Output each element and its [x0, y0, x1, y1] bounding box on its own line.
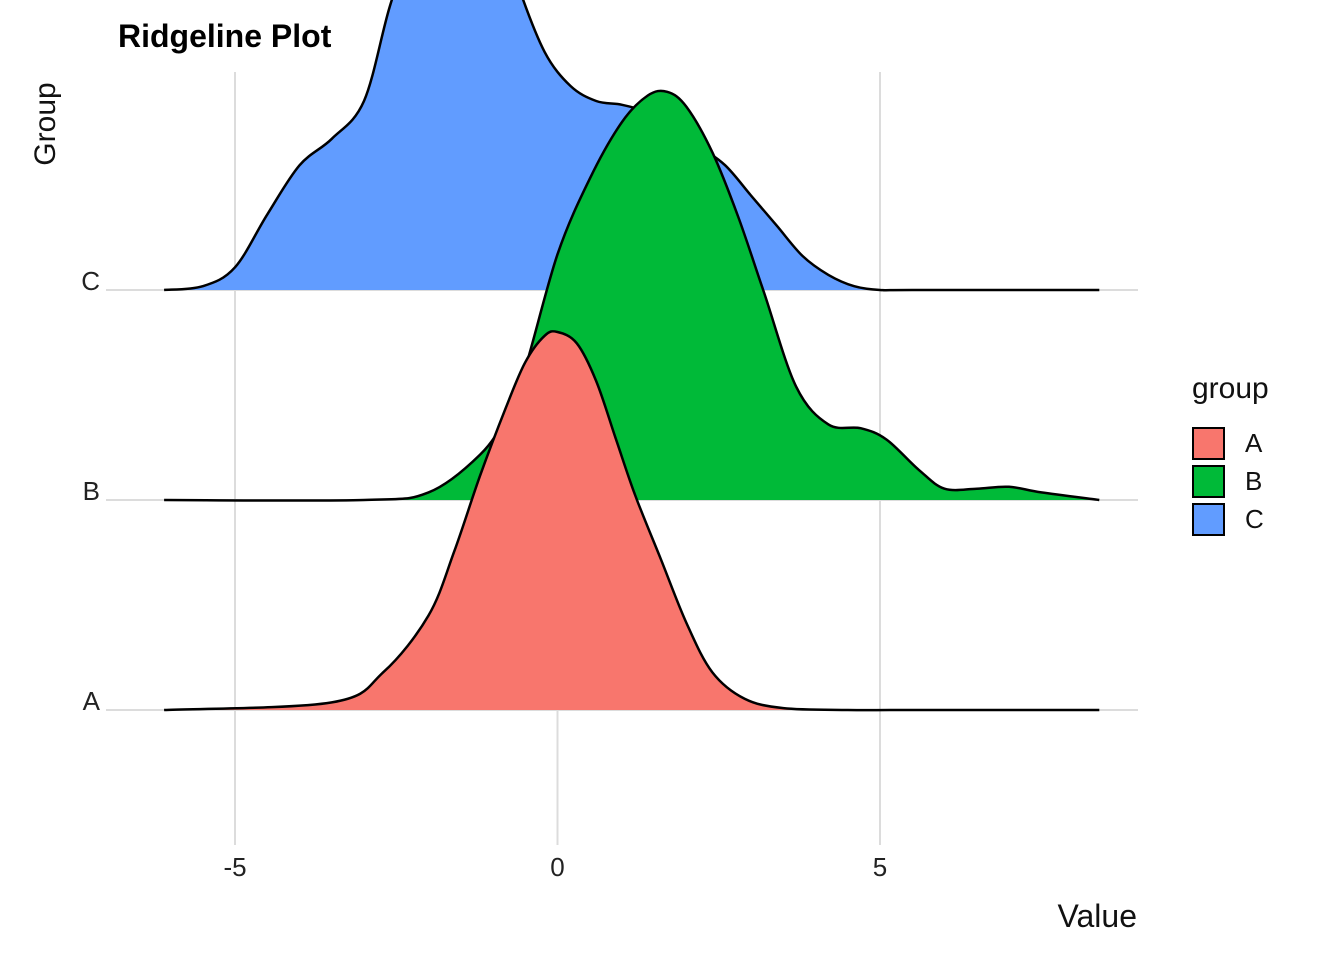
- legend-title: group: [1192, 372, 1269, 405]
- x-tick-label: 5: [873, 852, 887, 882]
- legend-key-b: [1192, 464, 1225, 498]
- legend-item-a: A: [1192, 424, 1269, 462]
- x-tick-label: -5: [223, 852, 246, 882]
- y-tick-label-c: C: [81, 266, 100, 296]
- x-axis-label: Value: [1057, 898, 1137, 934]
- legend: group A B C: [1192, 372, 1269, 538]
- ridge-area-a: [164, 331, 1100, 711]
- y-axis-label: Group: [29, 82, 62, 166]
- legend-key-c: [1192, 502, 1225, 536]
- ridge-outline-c: [163, 0, 1100, 292]
- ridge-outline-a: [164, 330, 1100, 712]
- legend-item-b: B: [1192, 462, 1269, 500]
- chart-title: Ridgeline Plot: [118, 18, 332, 54]
- legend-label-b: B: [1245, 465, 1263, 496]
- legend-label-c: C: [1245, 503, 1264, 534]
- y-tick-label-b: B: [83, 476, 100, 506]
- ridges-layer: [163, 0, 1100, 712]
- legend-item-c: C: [1192, 500, 1269, 538]
- ridge-area-b: [164, 90, 1100, 501]
- x-tick-label: 0: [550, 852, 564, 882]
- y-tick-label-a: A: [83, 686, 101, 716]
- legend-key-a: [1192, 426, 1225, 460]
- legend-label-a: A: [1245, 427, 1263, 458]
- axis-layer: -5 0 5 A B C: [81, 266, 887, 882]
